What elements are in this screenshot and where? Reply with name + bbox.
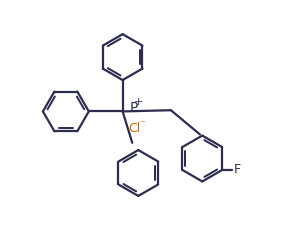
Text: P: P: [130, 101, 138, 115]
Text: ⁻: ⁻: [140, 119, 145, 129]
Text: F: F: [234, 164, 241, 176]
Text: +: +: [134, 97, 143, 107]
Text: Cl: Cl: [129, 122, 141, 135]
